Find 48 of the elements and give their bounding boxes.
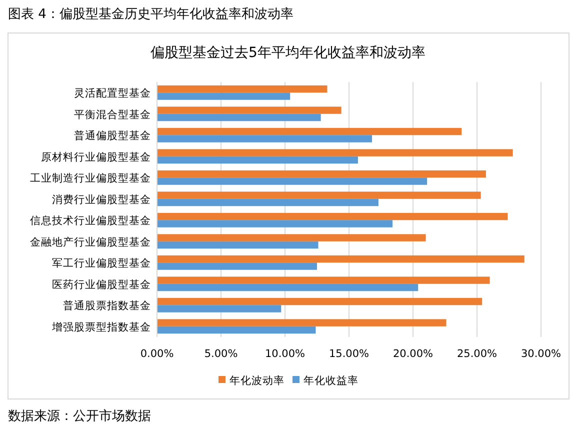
bar [157, 220, 393, 228]
y-tick-label: 金融地产行业偏股型基金 [30, 235, 151, 248]
bar [157, 178, 428, 185]
bar [157, 114, 321, 122]
bar [157, 276, 490, 284]
annotation: 数据来源：公开市场数据 [8, 409, 151, 424]
bar [157, 156, 358, 164]
x-tick-label: 5.00% [204, 348, 238, 360]
bar [157, 149, 513, 156]
y-tick-label: 消费行业偏股型基金 [52, 192, 151, 206]
x-tick-label: 15.00% [328, 348, 370, 360]
bar [157, 241, 318, 249]
bar [157, 128, 462, 136]
y-tick-label: 普通偏股型基金 [74, 129, 151, 142]
bar [157, 326, 316, 334]
bar [157, 298, 482, 306]
x-tick-label: 0.00% [140, 348, 174, 360]
bar [157, 262, 317, 270]
bar [157, 212, 508, 220]
bar [157, 92, 290, 100]
bar [157, 234, 426, 242]
y-tick-label: 医药行业偏股型基金 [52, 278, 151, 291]
bar [157, 305, 282, 312]
annotation: 图表 4：偏股型基金历史平均年化收益率和波动率 [8, 7, 294, 22]
y-tick-label: 军工行业偏股型基金 [52, 256, 151, 270]
y-tick-label: 信息技术行业偏股型基金 [30, 214, 151, 228]
bar [157, 170, 486, 178]
y-tick-label: 平衡混合型基金 [74, 108, 151, 121]
bar [157, 255, 524, 263]
bar [157, 106, 342, 114]
y-tick-label: 灵活配置型基金 [74, 86, 151, 100]
y-tick-label: 原材料行业偏股型基金 [41, 150, 151, 164]
y-tick-label: 工业制造行业偏股型基金 [30, 172, 151, 185]
bar [157, 284, 418, 292]
x-tick-label: 25.00% [456, 348, 498, 360]
y-tick-label: 普通股票指数基金 [63, 299, 151, 312]
bar [157, 85, 328, 93]
chart-title: 偏股型基金过去5年平均年化收益率和波动率 [150, 45, 426, 61]
bar [157, 135, 372, 142]
bar [157, 192, 481, 199]
legend-label: 年化波动率 [230, 374, 284, 387]
legend-label: 年化收益率 [304, 374, 358, 387]
bar [157, 198, 378, 206]
y-tick-label: 增强股票型指数基金 [51, 320, 151, 334]
bar [157, 319, 446, 326]
x-tick-label: 20.00% [392, 348, 434, 360]
x-tick-label: 30.00% [520, 348, 562, 360]
x-tick-label: 10.00% [264, 348, 306, 360]
